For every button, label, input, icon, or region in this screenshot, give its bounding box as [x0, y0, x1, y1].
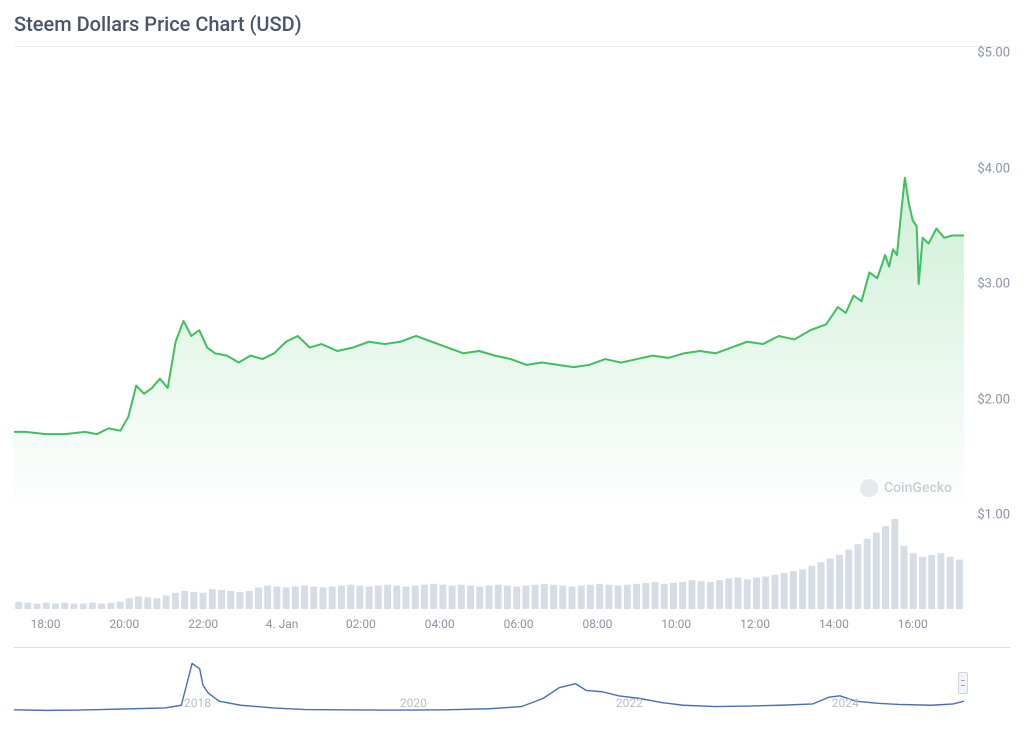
navigator-year-label: 2020: [400, 696, 427, 710]
navigator-year-label: 2022: [616, 696, 643, 710]
y-tick-label: $1.00: [977, 508, 1010, 523]
x-tick-label: 22:00: [188, 617, 218, 631]
navigator-year-label: 2024: [832, 696, 859, 710]
x-tick-label: 20:00: [109, 617, 139, 631]
x-tick-label: 14:00: [819, 617, 849, 631]
navigator-divider: [14, 647, 1010, 648]
price-line-area: [14, 53, 964, 515]
navigator-year-label: 2018: [184, 696, 211, 710]
x-tick-label: 02:00: [346, 617, 376, 631]
main-price-chart[interactable]: $1.00$2.00$3.00$4.00$5.00 CoinGecko: [14, 53, 1010, 515]
y-tick-label: $3.00: [977, 277, 1010, 292]
coingecko-icon: [860, 479, 878, 497]
chart-container: Steem Dollars Price Chart (USD) $1.00 $2.…: [0, 0, 1024, 747]
volume-bars: [14, 519, 964, 609]
x-tick-label: 08:00: [582, 617, 612, 631]
x-axis-labels: 18:00 20:00 22:00 4. Jan 02:00 04:00 06:00 08:0…: [14, 615, 964, 641]
x-tick-label: 04:00: [425, 617, 455, 631]
navigator-handle[interactable]: [958, 672, 968, 694]
y-tick-label: $5.00: [977, 46, 1010, 61]
y-tick-label: $2.00: [977, 392, 1010, 407]
watermark: CoinGecko: [860, 479, 952, 497]
y-tick-label: $4.00: [977, 161, 1010, 176]
x-tick-label: 16:00: [898, 617, 928, 631]
y-axis-labels: $1.00$2.00$3.00$4.00$5.00: [964, 53, 1010, 515]
x-tick-label: 06:00: [504, 617, 534, 631]
chart-title: Steem Dollars Price Chart (USD): [14, 12, 1010, 36]
volume-chart[interactable]: [14, 519, 964, 609]
watermark-text: CoinGecko: [884, 480, 952, 496]
x-tick-label: 10:00: [661, 617, 691, 631]
x-tick-label: 12:00: [740, 617, 770, 631]
x-tick-label: 4. Jan: [266, 617, 299, 631]
divider: [14, 46, 1010, 47]
navigator-line: [14, 650, 964, 722]
navigator-chart[interactable]: 2018 2020 2022 2024: [14, 650, 964, 722]
x-tick-label: 18:00: [31, 617, 61, 631]
